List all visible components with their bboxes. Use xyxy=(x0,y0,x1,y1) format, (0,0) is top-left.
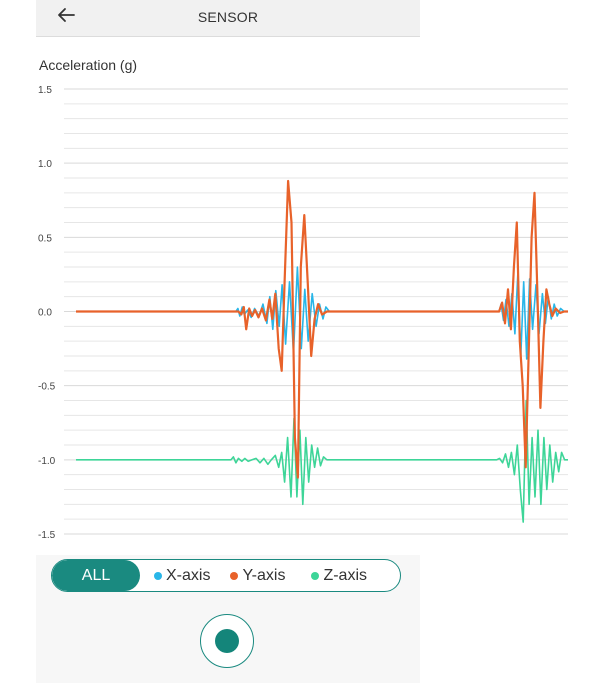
chart-title: Acceleration (g) xyxy=(39,57,138,73)
filter-z-axis-label: Z-axis xyxy=(323,566,367,584)
y-tick-label: -0.5 xyxy=(38,382,56,393)
z-axis-dot-icon xyxy=(311,571,320,580)
series-line-z-axis xyxy=(76,399,568,523)
filter-y-axis-label: Y-axis xyxy=(242,566,286,584)
y-tick-label: 1.5 xyxy=(38,85,52,96)
y-tick-label: 1.0 xyxy=(38,159,52,170)
filter-y-axis-button[interactable]: Y-axis xyxy=(230,567,285,585)
record-button[interactable] xyxy=(200,614,254,668)
y-tick-label: 0.0 xyxy=(38,308,52,319)
record-icon xyxy=(215,629,239,653)
page-title: SENSOR xyxy=(197,9,259,25)
y-axis-dot-icon xyxy=(230,571,239,580)
y-tick-label: -1.0 xyxy=(38,456,56,467)
filter-x-axis-label: X-axis xyxy=(166,566,211,584)
y-tick-label: 0.5 xyxy=(38,233,52,244)
y-tick-label: -1.5 xyxy=(38,530,56,541)
acceleration-chart: 1.5 1.0 0.5 0.0 -0.5 -1.0 -1.5 xyxy=(38,85,568,541)
axis-filter-bar: ALL X-axis Y-axis Z-axis xyxy=(51,559,401,592)
arrow-left-icon xyxy=(58,8,75,22)
back-button[interactable] xyxy=(54,4,78,26)
filter-x-axis-button[interactable]: X-axis xyxy=(154,567,210,585)
series-line-y-axis xyxy=(76,179,568,479)
app-header: SENSOR xyxy=(36,0,420,37)
x-axis-dot-icon xyxy=(154,571,162,580)
filter-all-button[interactable]: ALL xyxy=(52,560,140,591)
filter-z-axis-button[interactable]: Z-axis xyxy=(311,567,367,585)
